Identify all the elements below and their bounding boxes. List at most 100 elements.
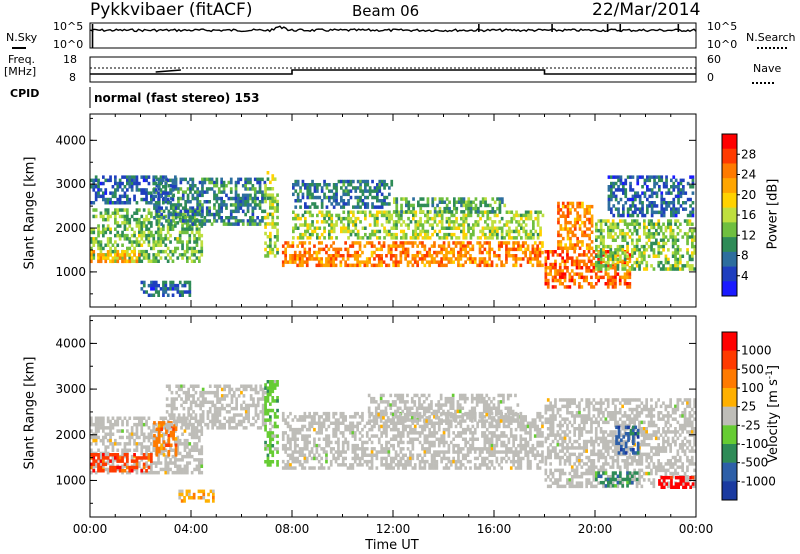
data-cell <box>249 384 253 388</box>
data-cell <box>157 219 161 223</box>
data-cell <box>419 220 422 224</box>
data-cell <box>397 216 401 221</box>
data-cell <box>503 236 506 240</box>
data-cell <box>99 459 103 463</box>
data-cell <box>536 263 539 268</box>
data-cell <box>172 416 176 420</box>
data-cell <box>104 217 108 222</box>
data-cell <box>329 257 333 261</box>
data-cell <box>380 223 384 227</box>
data-cell <box>106 432 110 436</box>
data-cell <box>351 434 355 438</box>
data-cell <box>150 470 153 475</box>
data-cell <box>174 470 177 475</box>
data-cell <box>254 384 258 388</box>
data-cell <box>472 206 475 211</box>
data-cell <box>566 259 569 264</box>
data-cell <box>182 400 186 404</box>
data-cell <box>442 244 446 248</box>
data-cell <box>677 210 680 215</box>
data-cell <box>155 427 159 431</box>
data-cell <box>196 403 200 408</box>
data-cell <box>606 262 610 267</box>
data-cell <box>171 249 175 254</box>
data-cell <box>99 188 103 192</box>
data-cell <box>546 282 550 286</box>
data-cell <box>411 244 415 248</box>
data-cell <box>443 206 447 211</box>
data-cell <box>628 285 632 289</box>
data-cell <box>455 210 458 214</box>
data-cell <box>339 421 343 425</box>
data-cell <box>585 246 589 250</box>
data-cell <box>251 216 255 220</box>
data-cell <box>102 419 105 424</box>
data-cell <box>180 397 183 401</box>
data-cell <box>114 217 117 222</box>
data-cell <box>514 263 518 268</box>
data-cell <box>607 244 610 249</box>
data-cell <box>681 267 685 271</box>
data-cell <box>481 210 485 214</box>
data-cell <box>401 424 405 429</box>
data-cell <box>261 219 264 223</box>
data-cell <box>353 447 357 451</box>
data-cell <box>399 456 403 461</box>
data-cell <box>306 226 310 230</box>
data-cell <box>169 443 173 447</box>
data-cell <box>97 429 100 433</box>
data-cell <box>155 184 159 188</box>
data-cell <box>501 197 504 201</box>
data-cell <box>169 219 173 223</box>
data-cell <box>466 241 470 245</box>
data-cell <box>332 453 335 457</box>
data-cell <box>320 263 323 268</box>
data-cell <box>317 421 321 425</box>
data-cell <box>298 263 302 268</box>
data-cell <box>650 191 654 195</box>
data-cell <box>128 181 132 186</box>
data-cell <box>150 456 153 460</box>
data-cell <box>483 260 487 264</box>
data-cell <box>322 424 326 429</box>
data-cell <box>392 424 395 429</box>
data-cell <box>578 240 582 244</box>
y-tick-label: 3000 <box>55 177 86 191</box>
data-cell <box>335 189 338 193</box>
data-cell <box>617 175 620 179</box>
data-cell <box>337 447 340 451</box>
data-cell <box>643 232 646 236</box>
data-cell <box>609 222 613 226</box>
data-cell <box>614 278 617 283</box>
data-cell <box>611 222 615 226</box>
data-cell <box>335 223 338 227</box>
data-cell <box>284 443 287 448</box>
data-cell <box>337 250 340 255</box>
data-cell <box>614 232 617 236</box>
data-cell <box>325 183 329 187</box>
data-cell <box>313 421 316 425</box>
data-cell <box>247 413 250 417</box>
data-cell <box>684 201 688 205</box>
data-cell <box>431 232 434 237</box>
data-cell <box>380 459 383 464</box>
data-cell <box>187 397 190 401</box>
data-cell <box>228 422 231 427</box>
data-cell <box>354 186 358 190</box>
data-cell <box>323 179 326 184</box>
data-cell <box>306 192 310 197</box>
data-cell <box>130 432 134 436</box>
data-cell <box>388 232 391 237</box>
data-cell <box>159 249 163 254</box>
nave-dotted <box>752 82 774 84</box>
data-cell <box>160 446 163 451</box>
data-cell <box>195 224 199 228</box>
data-cell <box>544 272 548 276</box>
data-cell <box>402 220 406 224</box>
data-cell <box>353 241 357 245</box>
data-cell <box>174 427 178 431</box>
data-cell <box>310 418 314 422</box>
data-cell <box>495 263 499 268</box>
data-cell <box>167 421 171 425</box>
data-cell <box>571 246 575 250</box>
